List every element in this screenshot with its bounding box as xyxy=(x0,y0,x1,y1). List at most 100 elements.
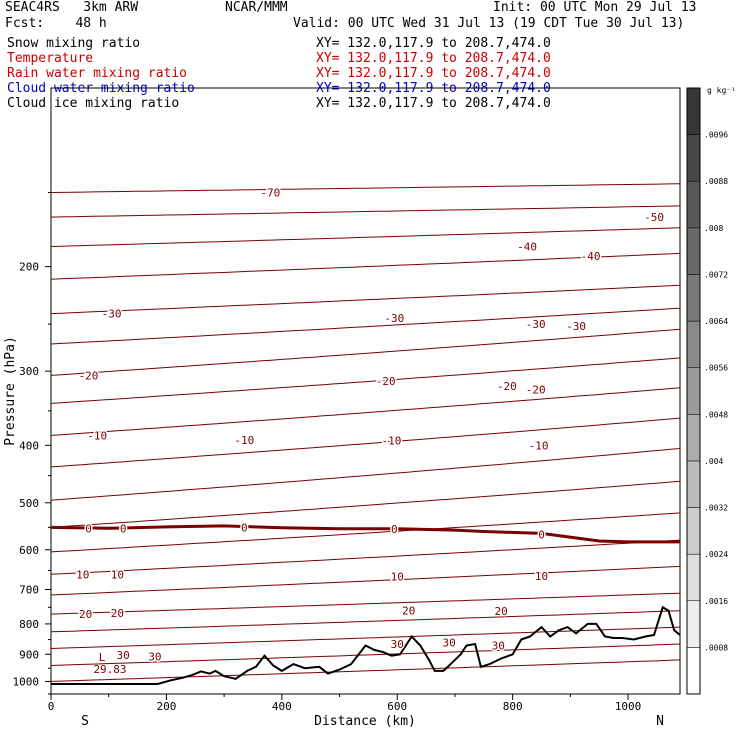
colorbar-tick-label: .0096 xyxy=(704,131,728,140)
contour-label: 30 xyxy=(117,649,130,662)
x-tick-label: 200 xyxy=(156,700,176,713)
field-xy-cloud-ice: XY= 132.0,117.9 to 208.7,474.0 xyxy=(316,96,551,111)
south-end-label: S xyxy=(81,714,89,729)
contour-label: 0 xyxy=(85,522,92,535)
isotherm-line xyxy=(50,357,681,404)
contour-label: -30 xyxy=(566,320,586,333)
colorbar-bin xyxy=(686,414,701,462)
plot-frame xyxy=(50,87,681,695)
colorbar-bin xyxy=(686,134,701,182)
isotherm-line xyxy=(50,626,681,649)
contour-label: 0 xyxy=(538,528,545,541)
contour-label: -10 xyxy=(234,434,254,447)
contour-label: -70 xyxy=(260,186,280,199)
terrain-line xyxy=(51,605,681,685)
contour-label: 30 xyxy=(492,640,505,653)
isotherm-line xyxy=(50,417,681,468)
colorbar-bin xyxy=(686,274,701,322)
contour-label: -20 xyxy=(376,375,396,388)
y-tick-label: 800 xyxy=(19,618,39,631)
colorbar-tick-label: .0072 xyxy=(704,270,728,279)
isotherm-line xyxy=(50,284,681,315)
org-title: NCAR/MMM xyxy=(225,0,288,15)
low-marker-value: 29.83 xyxy=(93,663,126,676)
colorbar-tick-label: .0064 xyxy=(704,317,728,326)
field-xy-snow: XY= 132.0,117.9 to 208.7,474.0 xyxy=(316,36,551,51)
init-time: Init: 00 UTC Mon 29 Jul 13 xyxy=(493,0,697,15)
colorbar-units: g kg⁻¹ xyxy=(707,86,736,95)
x-tick-label: 800 xyxy=(503,700,523,713)
isotherm-line xyxy=(50,610,681,633)
isotherm-line xyxy=(50,539,681,575)
contour-label: -40 xyxy=(517,241,537,254)
isotherm-line xyxy=(50,307,681,345)
contour-label: 10 xyxy=(535,570,548,583)
contour-label: -40 xyxy=(581,250,601,263)
contour-label: -20 xyxy=(497,380,517,393)
colorbar-bin xyxy=(686,600,701,648)
colorbar-bin xyxy=(686,87,701,135)
colorbar-tick-label: .0024 xyxy=(704,550,728,559)
north-end-label: N xyxy=(656,714,664,729)
field-label-rain: Rain water mixing ratio xyxy=(7,66,188,81)
isotherm-line xyxy=(50,480,681,528)
y-tick-label: 400 xyxy=(19,439,39,452)
colorbar-bin xyxy=(686,180,701,229)
y-axis-label: Pressure (hPa) xyxy=(3,336,18,446)
isotherm-line xyxy=(50,227,681,247)
colorbar-tick-label: .004 xyxy=(704,457,723,466)
colorbar-tick-label: .0088 xyxy=(704,177,728,186)
contour-label: -30 xyxy=(102,308,122,321)
x-tick-label: 600 xyxy=(387,700,407,713)
contour-label: 30 xyxy=(443,637,456,650)
colorbar-bin xyxy=(686,507,701,555)
y-tick-label: 1000 xyxy=(13,675,40,688)
y-tick-label: 500 xyxy=(19,497,39,510)
field-label-snow: Snow mixing ratio xyxy=(7,36,141,51)
colorbar-bin xyxy=(686,367,701,415)
contour-label: -10 xyxy=(87,429,107,442)
isotherm-line xyxy=(50,205,681,218)
colorbar-tick-label: .008 xyxy=(704,224,723,233)
field-label-temperature: Temperature xyxy=(7,51,94,66)
contour-label: 0 xyxy=(391,523,398,536)
colorbar-tick-label: .0008 xyxy=(704,643,728,652)
x-axis-label: Distance (km) xyxy=(314,714,416,729)
contour-label: -30 xyxy=(526,318,546,331)
contour-label: 10 xyxy=(111,568,124,581)
freezing-level-line xyxy=(50,524,680,544)
isotherm-line xyxy=(50,565,681,596)
colorbar-bin xyxy=(686,227,701,275)
y-tick-label: 200 xyxy=(19,261,39,274)
contour-label: 0 xyxy=(120,522,127,535)
contour-label: 10 xyxy=(76,568,89,581)
contour-label: -10 xyxy=(382,435,402,448)
colorbar-tick-label: .0016 xyxy=(704,597,728,606)
low-marker: L xyxy=(99,651,106,664)
contour-label: 10 xyxy=(391,570,404,583)
contour-label: -20 xyxy=(526,383,546,396)
contour-label: -50 xyxy=(644,211,664,224)
contour-label: 20 xyxy=(402,605,415,618)
colorbar-tick-label: .0048 xyxy=(704,410,728,419)
isotherm-line xyxy=(50,659,681,682)
contour-label: 20 xyxy=(494,605,507,618)
model-title: SEAC4RS 3km ARW xyxy=(5,0,139,15)
contour-label: 20 xyxy=(111,607,124,620)
isotherm-line xyxy=(50,592,681,615)
field-xy-temperature: XY= 132.0,117.9 to 208.7,474.0 xyxy=(316,51,551,66)
contour-label: 30 xyxy=(148,650,161,663)
colorbar-bin xyxy=(686,647,701,695)
forecast-hour: Fcst: 48 h xyxy=(5,16,107,31)
colorbar-tick-label: .0032 xyxy=(704,504,728,513)
x-tick-label: 1000 xyxy=(615,700,642,713)
colorbar-bin xyxy=(686,460,701,508)
isotherm-line xyxy=(50,387,681,436)
contour-label: -20 xyxy=(79,369,99,382)
isotherm-line xyxy=(50,512,681,553)
isotherm-line xyxy=(50,643,681,666)
isotherm-line xyxy=(50,252,681,280)
valid-time: Valid: 00 UTC Wed 31 Jul 13 (19 CDT Tue … xyxy=(293,16,685,31)
contour-label: 20 xyxy=(79,608,92,621)
field-label-cloud-ice: Cloud ice mixing ratio xyxy=(7,96,180,111)
